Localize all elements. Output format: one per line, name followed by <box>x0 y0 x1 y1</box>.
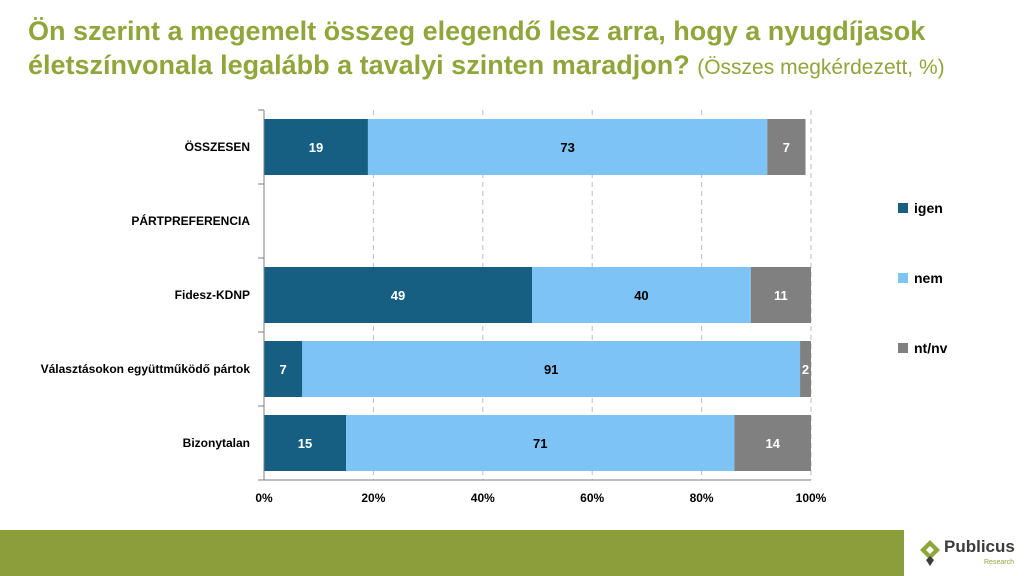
data-label: 14 <box>765 436 780 451</box>
data-label: 19 <box>309 140 323 155</box>
x-tick-label: 20% <box>361 491 385 505</box>
chart-subtitle: (Összes megkérdezett, %) <box>697 56 945 79</box>
legend-label: nem <box>914 270 943 286</box>
publicus-logo: Publicus Research <box>918 534 1022 574</box>
data-label: 2 <box>802 362 809 377</box>
bar-igen <box>264 341 303 397</box>
legend-label: nt/nv <box>914 340 948 356</box>
bar-ntnv <box>800 341 811 397</box>
category-label: ÖSSZESEN <box>185 139 250 154</box>
logo-wordmark: Publicus <box>944 537 1015 556</box>
bar-ntnv <box>734 415 811 471</box>
legend-label: igen <box>914 200 943 216</box>
bar-igen <box>264 119 368 175</box>
data-label: 73 <box>560 140 574 155</box>
bar-nem <box>346 415 735 471</box>
x-tick-label: 40% <box>471 491 495 505</box>
data-label: 15 <box>298 436 312 451</box>
data-label: 71 <box>533 436 547 451</box>
data-label: 40 <box>634 288 648 303</box>
category-label: Fidesz-KDNP <box>175 288 250 302</box>
category-label: Választásokon együttműködő pártok <box>41 362 251 376</box>
legend-swatch <box>898 273 908 283</box>
category-label: Bizonytalan <box>183 436 250 450</box>
bars: 19 73 7 49 40 11 7 91 2 15 71 14 <box>264 119 811 471</box>
footer-bar <box>0 530 904 576</box>
data-label: 11 <box>774 288 788 303</box>
data-label: 49 <box>391 288 405 303</box>
category-labels: ÖSSZESEN PÁRTPREFERENCIA Fidesz-KDNP Válasz… <box>41 139 251 450</box>
legend-swatch <box>898 343 908 353</box>
category-label: PÁRTPREFERENCIA <box>131 213 250 228</box>
chart-title: Ön szerint a megemelt összeg elegendő le… <box>28 14 1008 85</box>
logo-subtext: Research <box>984 559 1014 566</box>
chart-title-main: Ön szerint a megemelt összeg elegendő le… <box>28 16 926 80</box>
x-tick-label: 60% <box>580 491 604 505</box>
data-label: 91 <box>544 362 558 377</box>
bar-nem <box>302 341 801 397</box>
bar-ntnv <box>750 267 811 323</box>
bar-igen <box>264 415 347 471</box>
legend: igen nem nt/nv <box>898 200 948 356</box>
bar-nem <box>532 267 751 323</box>
bar-ntnv <box>767 119 806 175</box>
data-label: 7 <box>280 362 287 377</box>
legend-swatch <box>898 203 908 213</box>
axes: 0% 20% 40% 60% 80% 100% <box>255 109 827 505</box>
stacked-bar-chart: 19 73 7 49 40 11 7 91 2 15 71 14 0% 20% 40% 60% 80% 100%… <box>41 109 948 505</box>
x-tick-label: 100% <box>796 491 827 505</box>
data-label: 7 <box>783 140 790 155</box>
logo-diamond-icon <box>920 540 940 566</box>
bar-nem <box>367 119 768 175</box>
bar-igen <box>264 267 533 323</box>
x-tick-label: 0% <box>255 491 273 505</box>
x-tick-label: 80% <box>690 491 714 505</box>
